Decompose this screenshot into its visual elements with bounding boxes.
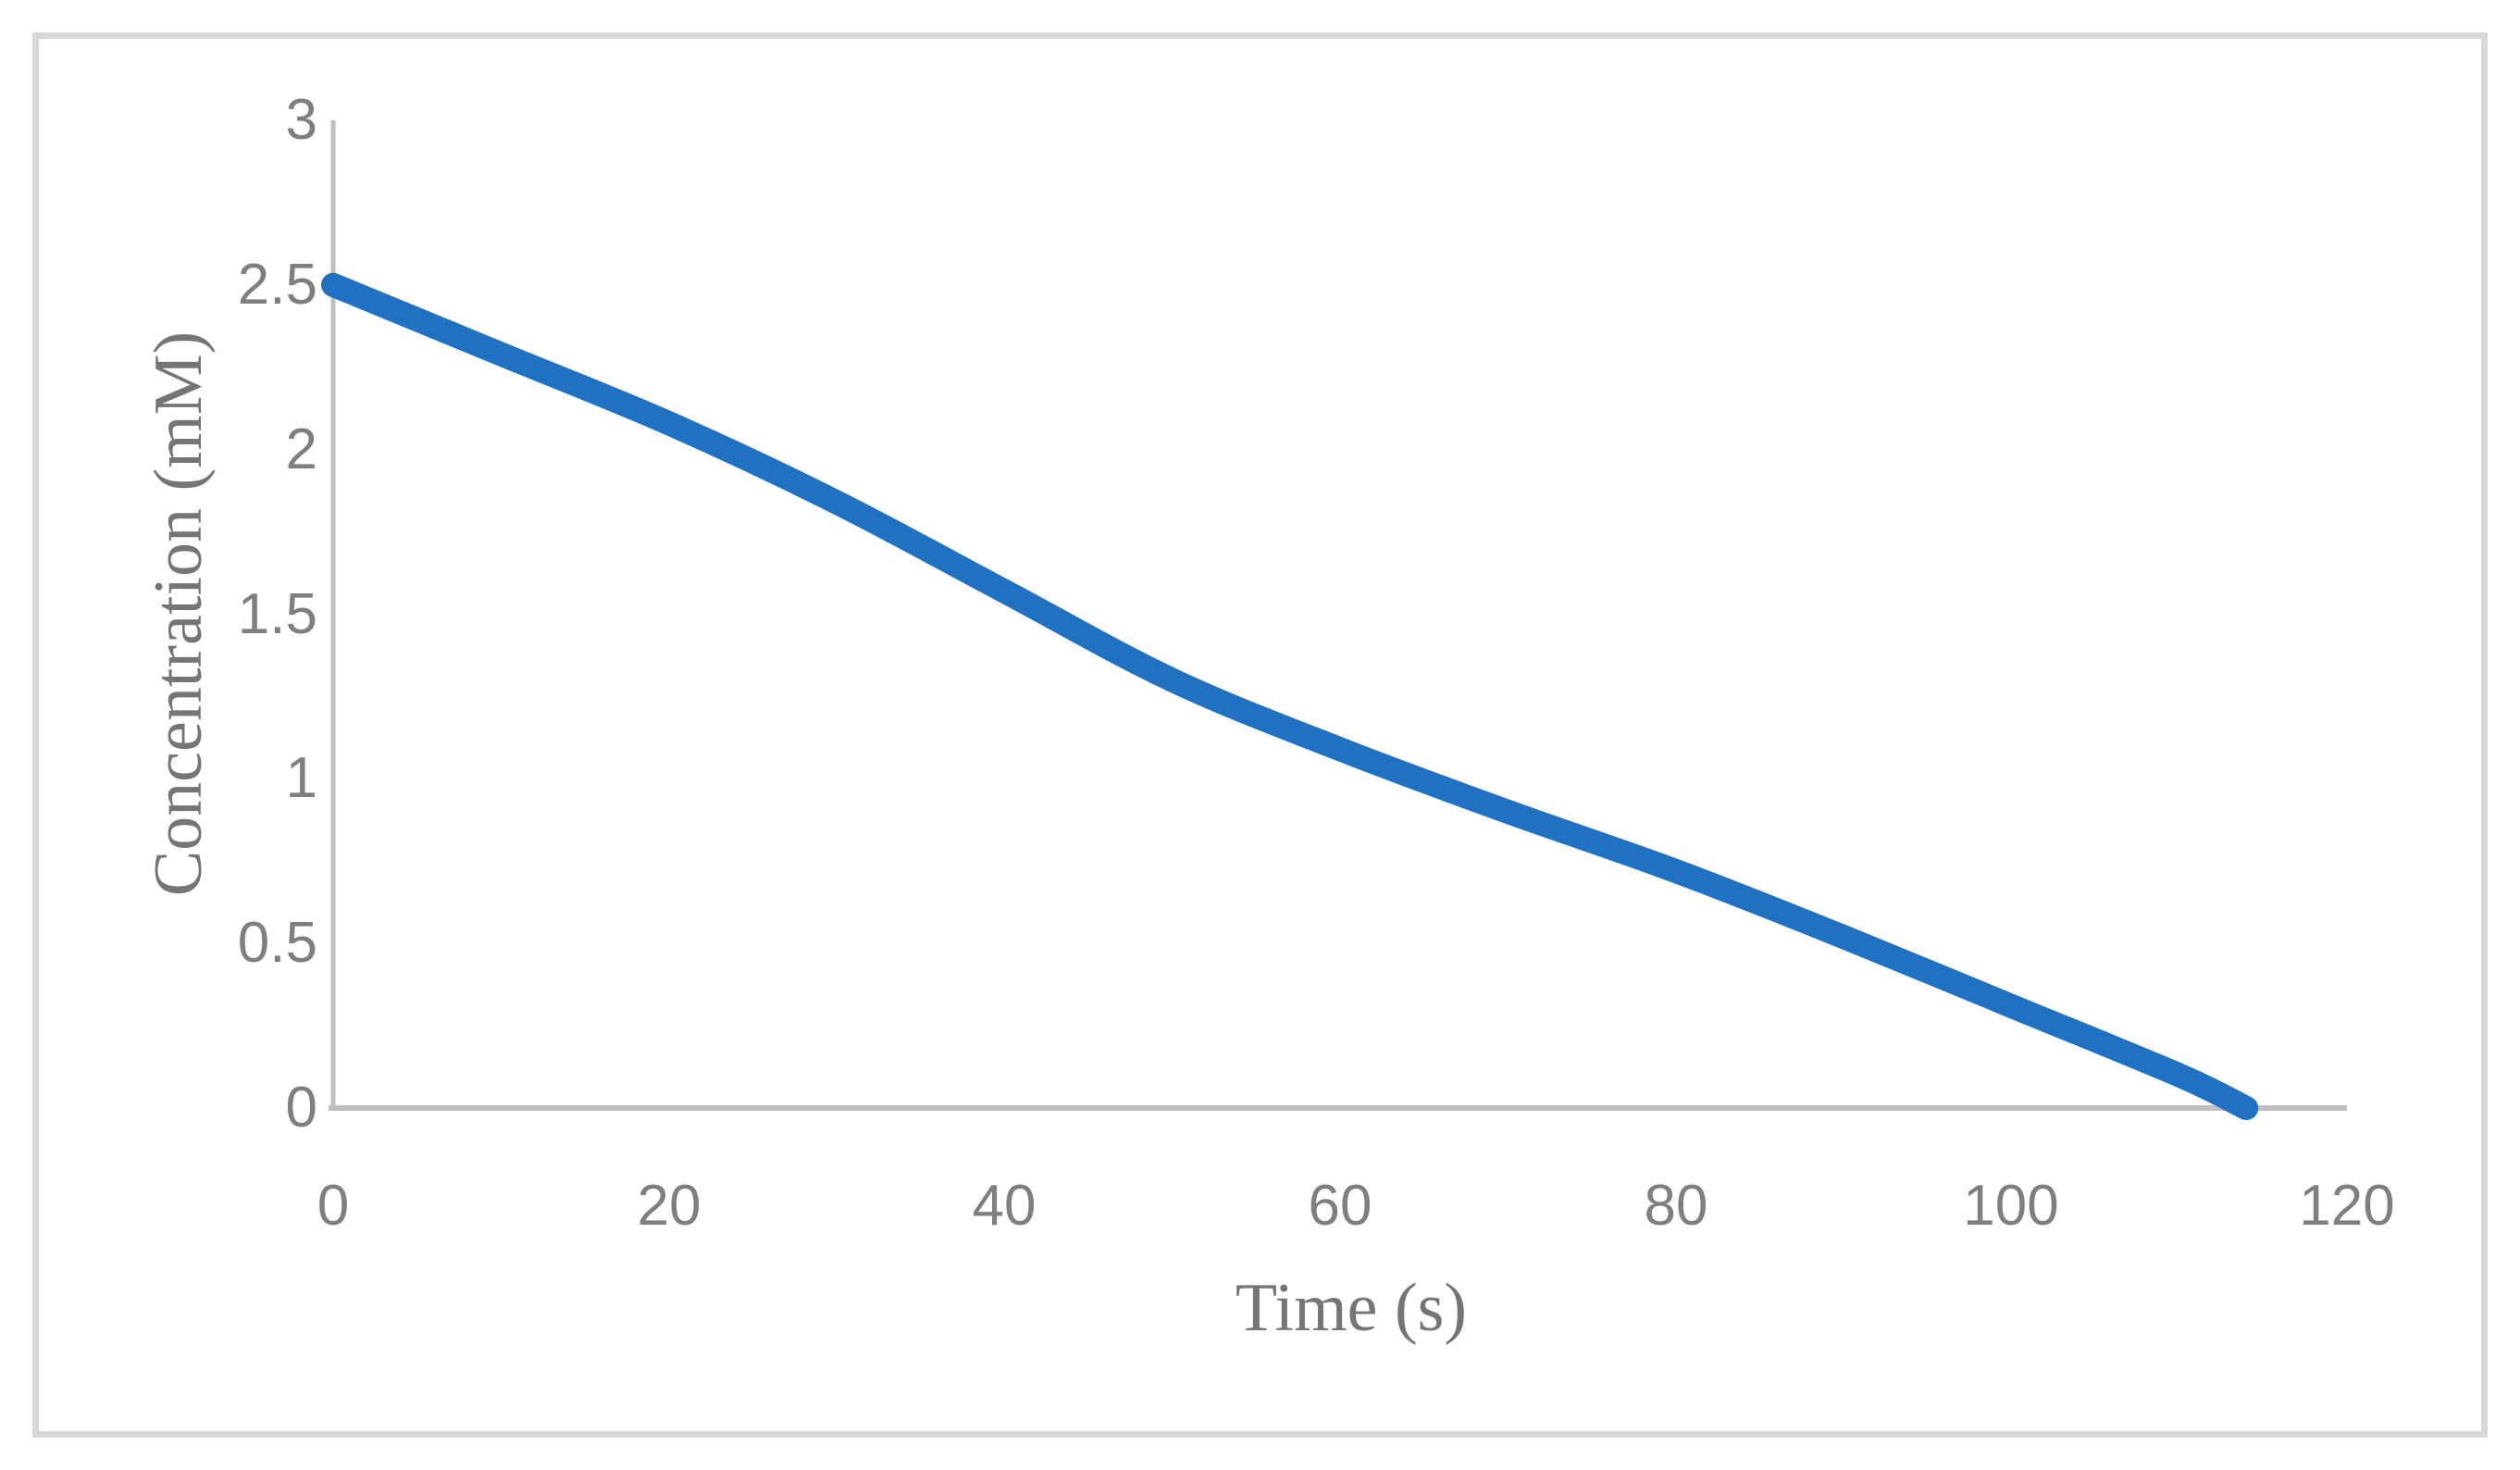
y-axis-title: Concentration (mM) — [141, 330, 217, 897]
x-tick-label: 120 — [2299, 1174, 2395, 1238]
y-tick-label: 2 — [285, 417, 317, 481]
x-tick-label: 100 — [1963, 1174, 2059, 1238]
x-tick-label: 80 — [1644, 1174, 1708, 1238]
y-tick-label: 2.5 — [237, 253, 317, 317]
y-tick-label: 1.5 — [237, 582, 317, 646]
concentration-line — [321, 272, 2259, 1120]
figure-border — [32, 32, 2488, 1438]
x-tick-label: 20 — [637, 1174, 701, 1238]
y-tick-label: 0.5 — [237, 911, 317, 975]
x-axis-title: Time (s) — [1235, 1270, 1468, 1346]
y-tick-label: 1 — [285, 746, 317, 810]
y-tick-label: 3 — [285, 88, 317, 152]
x-tick-label: 0 — [317, 1174, 350, 1238]
y-tick-label: 0 — [285, 1076, 317, 1140]
x-tick-label: 60 — [1308, 1174, 1372, 1238]
x-tick-label: 40 — [972, 1174, 1037, 1238]
